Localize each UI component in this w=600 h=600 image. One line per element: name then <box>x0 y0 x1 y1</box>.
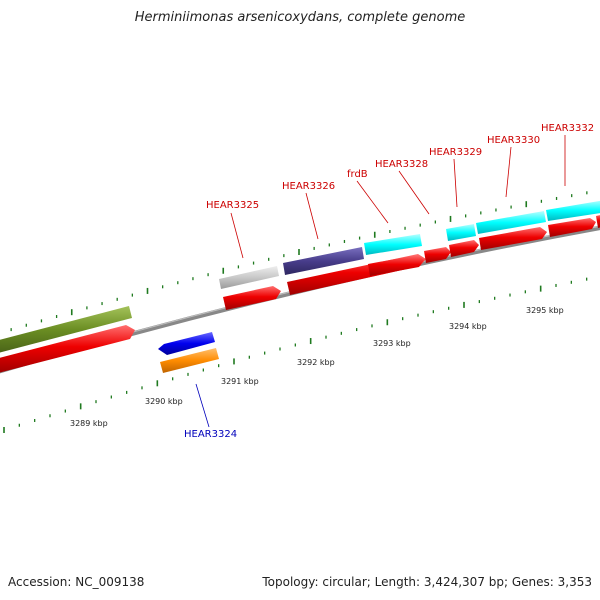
topology-summary: Topology: circular; Length: 3,424,307 bp… <box>262 575 592 589</box>
leader-line <box>305 192 319 240</box>
feature-block-cyan <box>446 224 476 241</box>
genome-backbone <box>0 225 600 374</box>
feature-block-cyan <box>364 234 422 255</box>
cds-arrow <box>223 286 281 310</box>
feature-block-cyan <box>546 200 600 221</box>
leader-line <box>356 180 389 224</box>
feature-block-grey <box>219 266 279 289</box>
accession-label: Accession: NC_009138 <box>8 575 145 589</box>
inner-tick-row <box>3 277 588 433</box>
kbp-label: 3293 kbp <box>373 339 411 348</box>
feature-block-cyan <box>476 211 546 234</box>
kbp-label: 3292 kbp <box>297 358 335 367</box>
gene-label: HEAR3325 <box>206 200 259 211</box>
feature-block-slate <box>283 247 364 275</box>
gene-label: frdB <box>347 169 368 180</box>
leader-line <box>230 212 244 259</box>
kbp-label: 3295 kbp <box>526 306 564 315</box>
gene-label: HEAR3326 <box>282 181 335 192</box>
feature-block-orange <box>160 348 219 373</box>
cds-arrow <box>424 247 451 263</box>
feature-block-blue <box>158 332 215 355</box>
leader-line <box>505 146 512 198</box>
gene-label: HEAR3332 <box>541 123 594 134</box>
cds-arrow <box>548 218 596 237</box>
leader-line <box>453 158 458 208</box>
leader-line <box>398 170 430 215</box>
cds-arrow <box>368 255 424 276</box>
gene-label: HEAR3324 <box>184 429 237 440</box>
cds-arrow <box>479 227 547 250</box>
kbp-label: 3290 kbp <box>145 397 183 406</box>
cds-arrow <box>449 240 479 257</box>
gene-label: HEAR3328 <box>375 159 428 170</box>
cds-arrow <box>0 325 135 373</box>
feature-block-olive <box>0 306 132 353</box>
kbp-label: 3294 kbp <box>449 322 487 331</box>
kbp-label: 3291 kbp <box>221 377 259 386</box>
gene-label: HEAR3329 <box>429 147 482 158</box>
gene-label: HEAR3330 <box>487 135 540 146</box>
cds-arrow <box>596 215 600 228</box>
kbp-label: 3289 kbp <box>70 419 108 428</box>
leader-line <box>195 383 210 428</box>
map-title: Herminiimonas arsenicoxydans, complete g… <box>134 10 466 25</box>
outer-tick-row <box>10 191 588 332</box>
